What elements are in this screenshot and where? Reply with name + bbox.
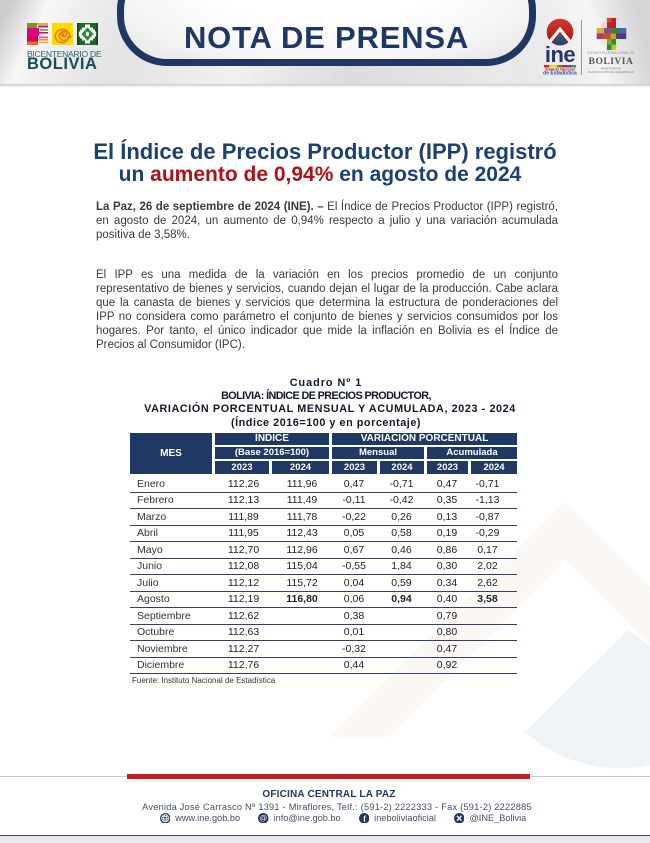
svg-text:@: @ [260,813,268,822]
svg-text:f: f [363,814,366,823]
